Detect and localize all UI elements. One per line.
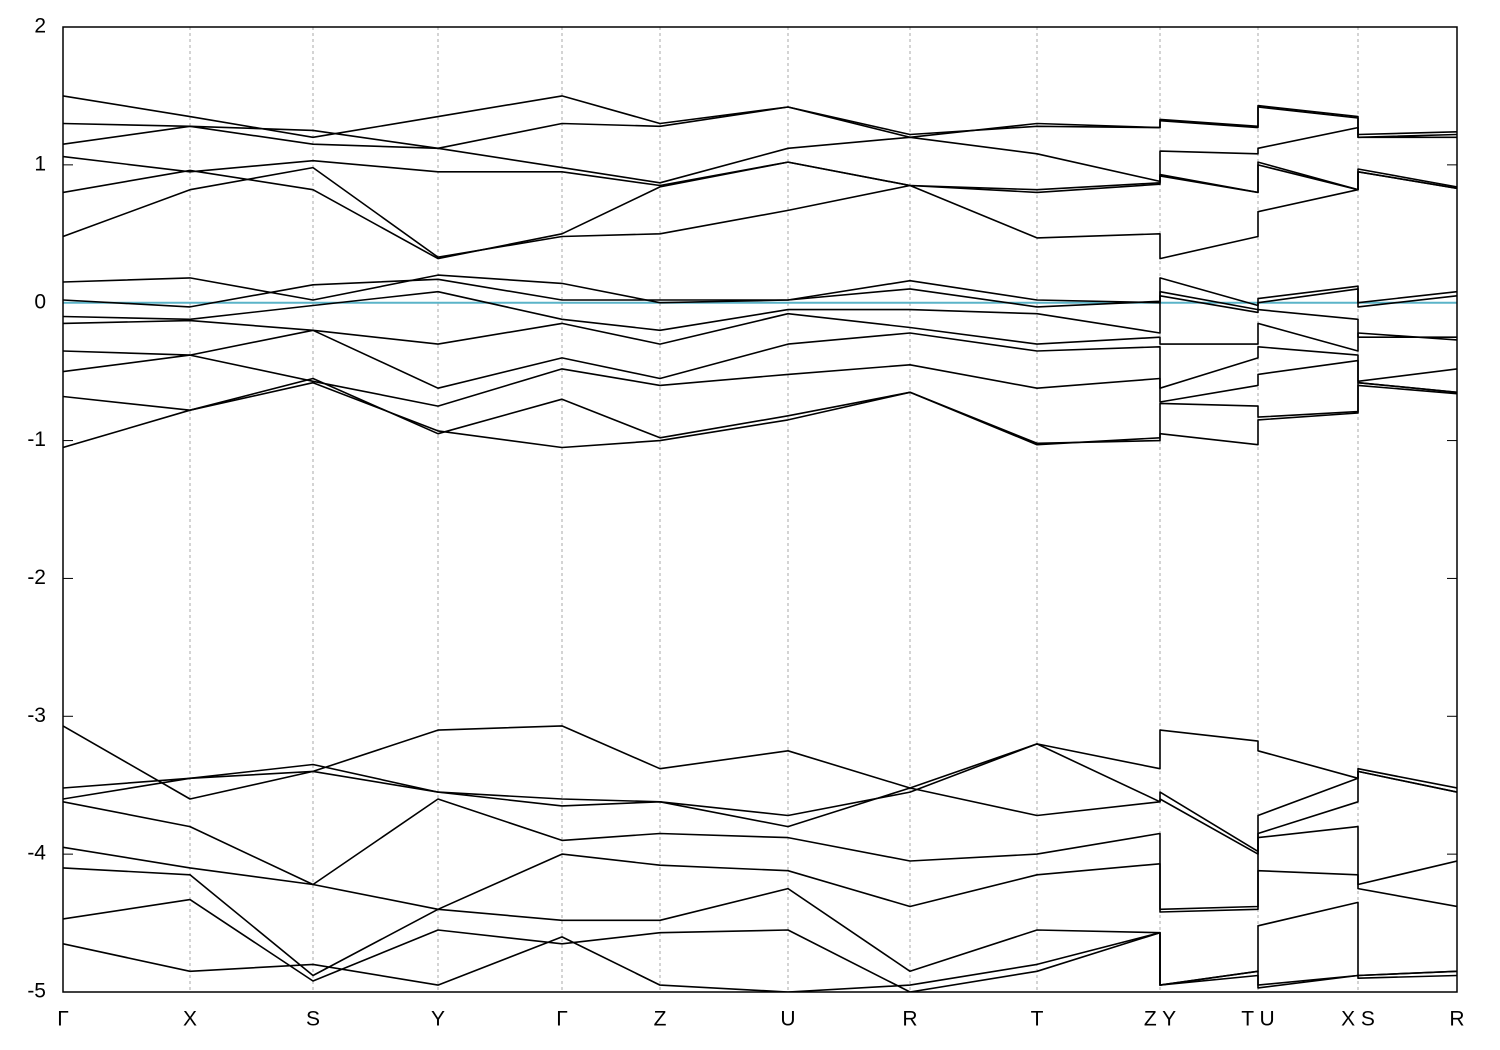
x-tick-label: R [902,1008,917,1031]
plot-frame [62,26,1458,993]
band-line [63,125,1457,184]
x-tick-label: Z [654,1008,667,1031]
band-line [63,354,1457,407]
x-tick-label: R [1449,1008,1464,1031]
band-line [63,290,1457,338]
band-line [63,846,1457,913]
band-line [63,155,1457,194]
band-line [63,725,1457,800]
x-tick-label: Y [431,1008,445,1031]
band-line [63,312,1457,352]
x-tick-label: T U [1241,1008,1274,1031]
y-tick-label: -4 [27,842,46,865]
x-tick-label: Γ [57,1008,69,1031]
x-tick-label: X [183,1008,197,1031]
y-tick-label: -2 [27,566,46,589]
band-line [63,274,1457,307]
y-tick-label: 0 [34,290,46,313]
band-line [63,95,1457,139]
x-tick-label: X S [1341,1008,1375,1031]
y-tick-label: 1 [34,152,46,175]
band-line [63,278,1457,311]
band-line [63,867,1457,986]
band-line [63,798,1457,911]
band-line [63,377,1457,446]
band-line [63,898,1457,992]
y-tick-label: 2 [34,15,46,38]
y-tick-label: -5 [27,980,46,1003]
x-tick-label: Γ [556,1008,568,1031]
x-tick-label: U [780,1008,795,1031]
band-line [63,329,1457,389]
band-line [63,381,1457,449]
y-tick-label: -3 [27,704,46,727]
band-line [63,106,1457,150]
y-tick-label: -1 [27,428,46,451]
band-line [63,770,1457,853]
band-line [63,931,1457,992]
x-tick-label: S [306,1008,320,1031]
band-line [63,161,1457,260]
x-tick-label: T [1031,1008,1044,1031]
band-line [63,166,1457,260]
plot-area [63,95,1457,992]
band-line [63,743,1457,855]
x-tick-label: Z Y [1144,1008,1176,1031]
